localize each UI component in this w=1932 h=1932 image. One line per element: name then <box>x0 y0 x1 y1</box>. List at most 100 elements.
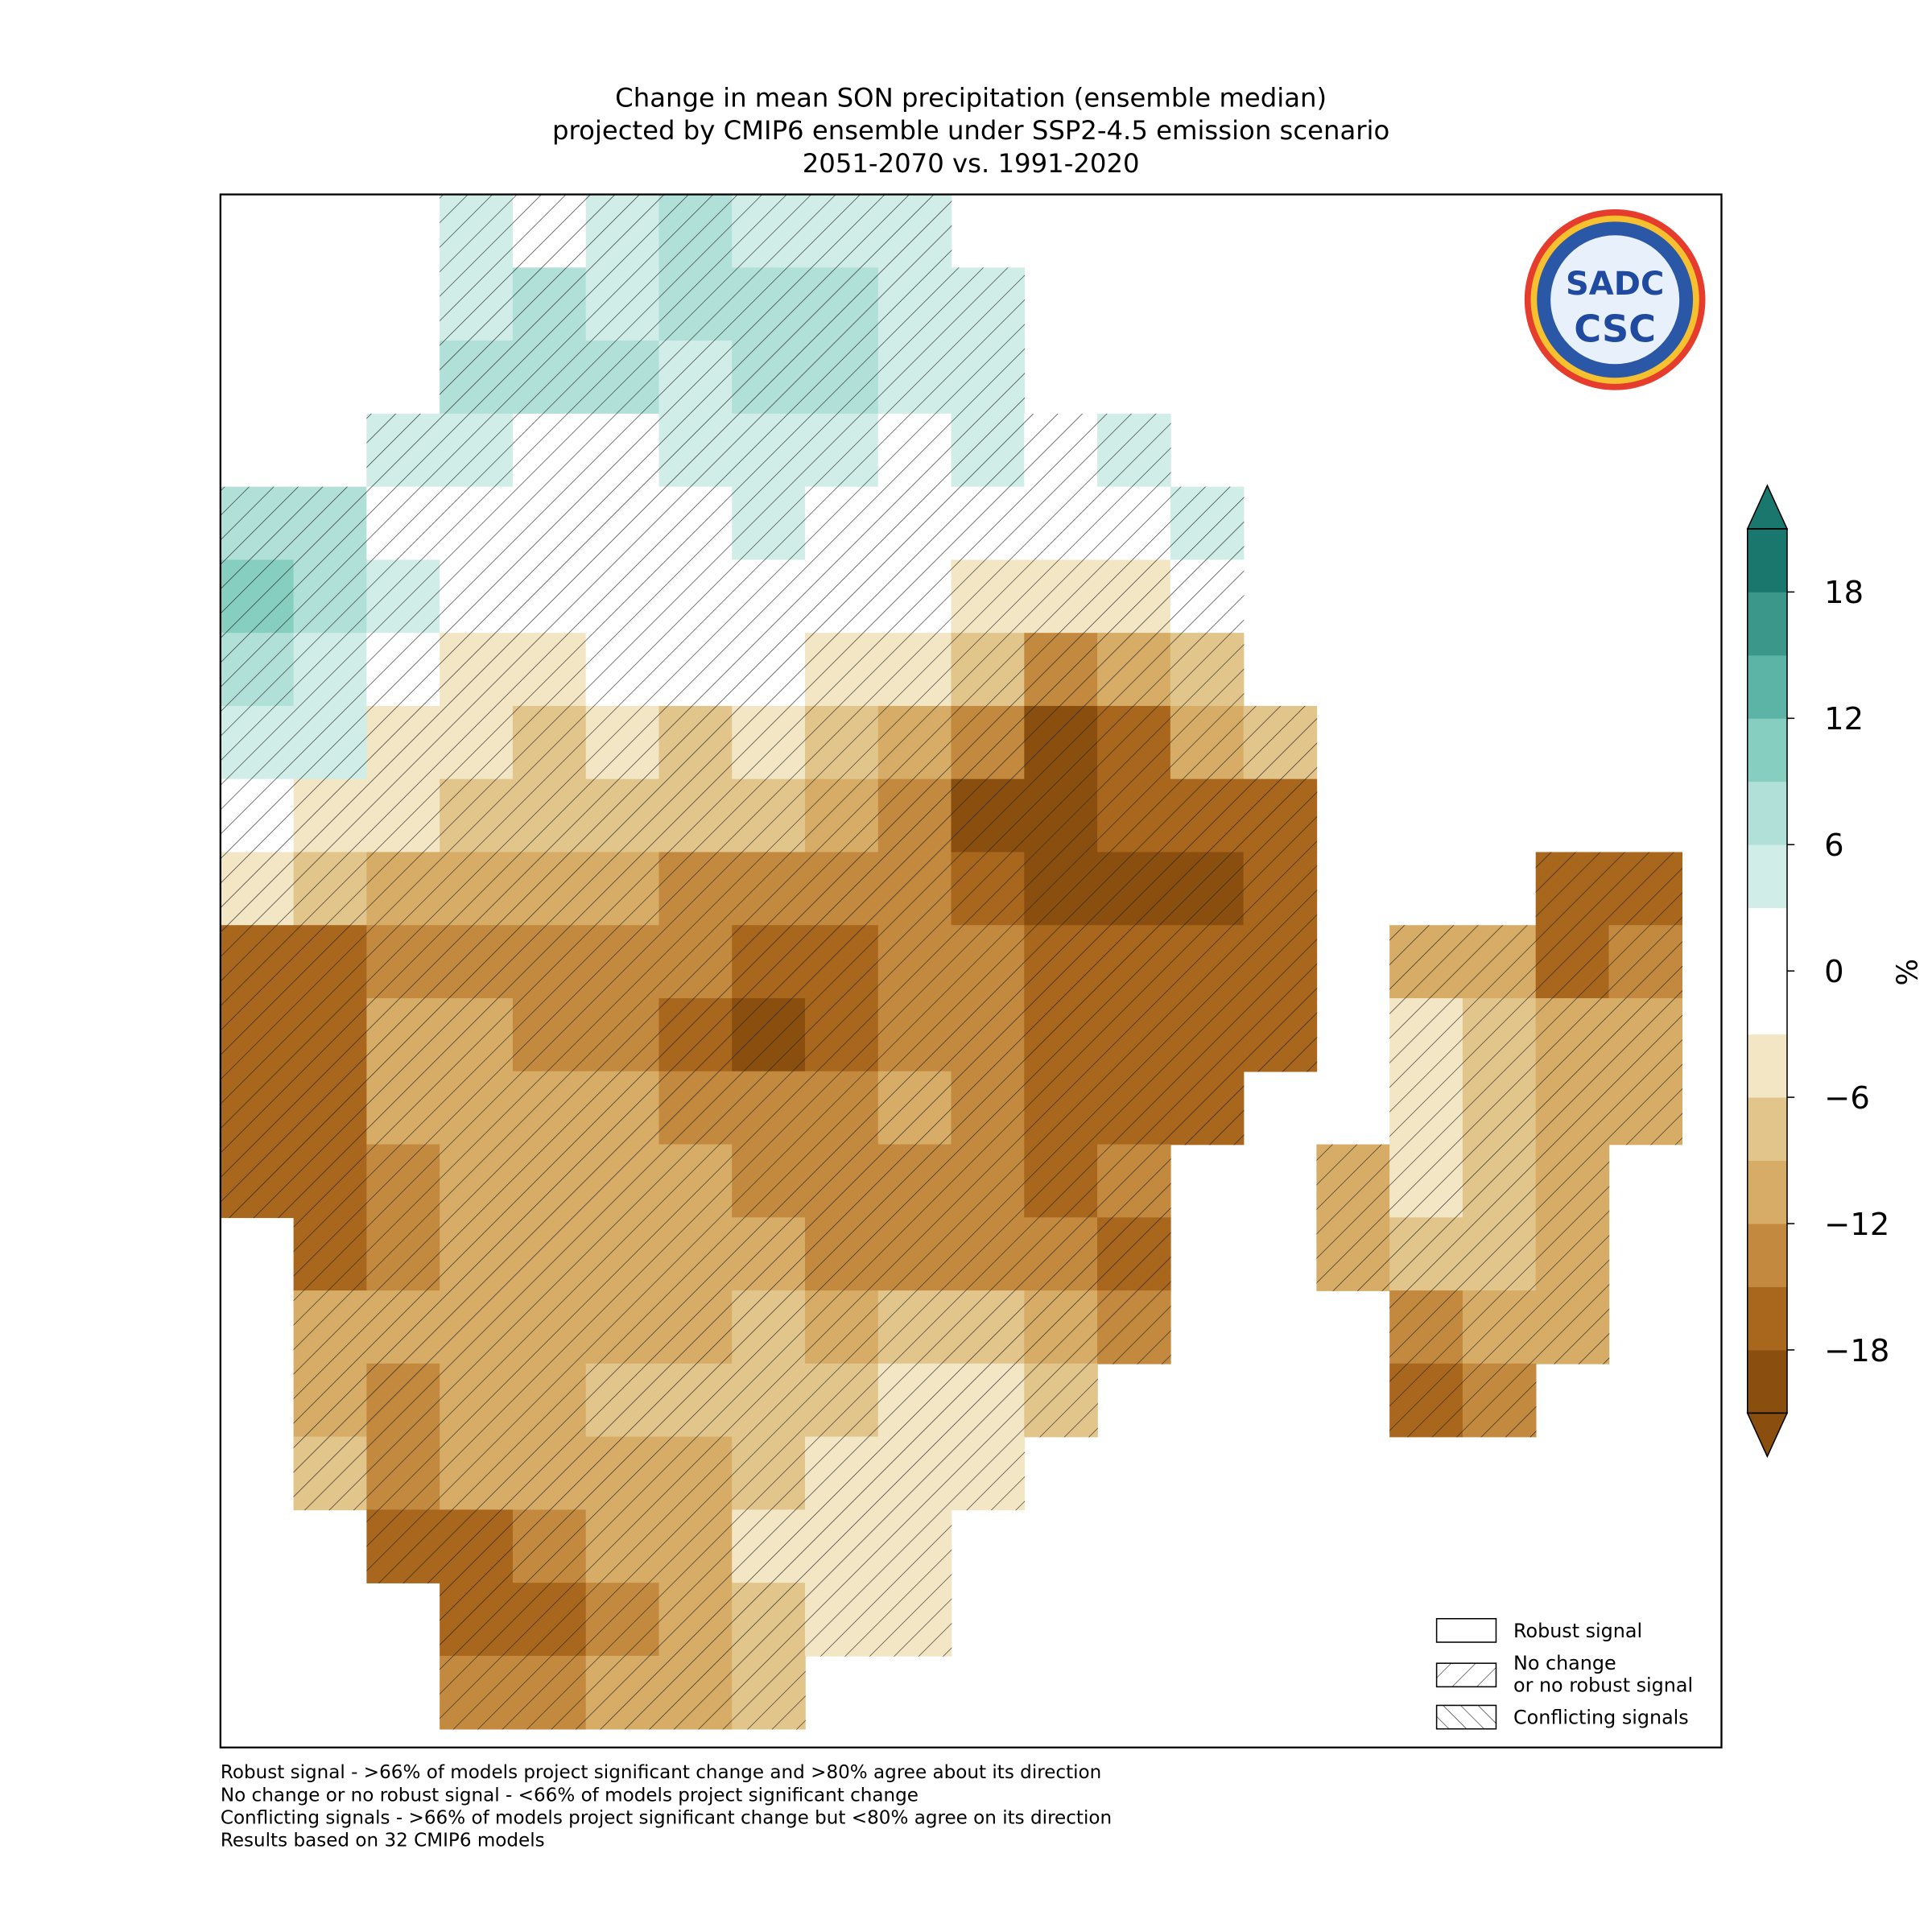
hatch-overlay <box>512 1509 587 1583</box>
hatch-overlay <box>732 1363 806 1438</box>
hatch-overlay <box>293 1363 368 1438</box>
hatch-overlay <box>805 852 879 926</box>
hatch-overlay <box>512 925 587 999</box>
hatch-overlay <box>1462 1290 1537 1364</box>
hatch-overlay <box>877 341 952 415</box>
hatch-overlay <box>1170 486 1245 561</box>
colorbar-segment <box>1747 654 1787 719</box>
hatch-overlay <box>1024 852 1098 926</box>
hatch-overlay <box>732 1436 806 1511</box>
hatch-overlay <box>877 1436 952 1511</box>
colorbar-segment <box>1747 1034 1787 1098</box>
hatch-overlay <box>1389 1144 1463 1219</box>
hatch-overlay <box>732 194 806 269</box>
hatch-overlay <box>1243 705 1318 780</box>
hatch-overlay <box>1462 1363 1537 1438</box>
hatch-overlay <box>805 1071 879 1146</box>
hatch-overlay <box>585 413 660 488</box>
title-group: Change in mean SON precipitation (ensemb… <box>552 82 1389 179</box>
hatch-overlay <box>1535 925 1610 999</box>
hatch-overlay <box>951 1217 1026 1291</box>
hatch-overlay <box>1243 925 1318 999</box>
hatch-overlay <box>293 778 368 853</box>
hatch-overlay <box>220 705 295 780</box>
hatch-overlay <box>951 1071 1026 1146</box>
hatch-overlay <box>512 1583 587 1657</box>
hatch-overlay <box>366 705 440 780</box>
hatch-overlay <box>877 705 952 780</box>
hatch-overlay <box>732 267 806 341</box>
hatch-overlay <box>658 1363 733 1438</box>
hatch-overlay <box>366 852 440 926</box>
hatch-overlay <box>293 998 368 1072</box>
footnote: Conflicting signals - >66% of models pro… <box>221 1808 1112 1829</box>
hatch-overlay <box>1608 852 1682 926</box>
hatch-overlay <box>877 486 952 561</box>
hatch-overlay <box>1608 925 1682 999</box>
hatch-overlay <box>512 341 587 415</box>
hatch-overlay <box>1170 778 1245 853</box>
hatch-overlay <box>366 633 440 707</box>
footnote: No change or no robust signal - <66% of … <box>221 1785 919 1806</box>
hatch-overlay <box>440 778 514 853</box>
hatch-overlay <box>585 1509 660 1583</box>
hatch-overlay <box>951 705 1026 780</box>
hatch-overlay <box>585 1290 660 1364</box>
hatch-overlay <box>805 1290 879 1364</box>
hatch-overlay <box>440 1144 514 1219</box>
hatch-overlay <box>805 633 879 707</box>
hatch-overlay <box>512 486 587 561</box>
hatch-overlay <box>585 1363 660 1438</box>
hatch-overlay <box>1097 852 1171 926</box>
hatch-overlay <box>1024 633 1098 707</box>
hatch-overlay <box>366 925 440 999</box>
hatch-overlay <box>1024 486 1098 561</box>
hatch-overlay <box>805 1509 879 1583</box>
hatch-overlay <box>1389 1217 1463 1291</box>
hatch-overlay <box>1462 1144 1537 1219</box>
chart-title: 2051-2070 vs. 1991-2020 <box>803 148 1140 179</box>
hatch-overlay <box>1389 1290 1463 1364</box>
hatch-overlay <box>293 705 368 780</box>
hatch-overlay <box>585 1436 660 1511</box>
hatch-overlay <box>585 998 660 1072</box>
hatch-overlay <box>585 1144 660 1219</box>
hatch-overlay <box>658 998 733 1072</box>
hatch-overlay <box>366 1363 440 1438</box>
hatch-overlay <box>732 705 806 780</box>
hatch-overlay <box>1024 998 1098 1072</box>
hatch-overlay <box>440 1217 514 1291</box>
hatch-overlay <box>732 633 806 707</box>
hatch-overlay <box>1024 1144 1098 1219</box>
hatch-overlay <box>1024 925 1098 999</box>
hatch-overlay <box>366 778 440 853</box>
hatch-overlay <box>1170 998 1245 1072</box>
colorbar-segment <box>1747 1097 1787 1161</box>
hatch-overlay <box>512 413 587 488</box>
hatch-overlay <box>658 1436 733 1511</box>
hatch-overlay <box>805 194 879 269</box>
hatch-overlay <box>220 852 295 926</box>
colorbar-tick-label: −18 <box>1824 1333 1889 1369</box>
hatch-overlay <box>512 1217 587 1291</box>
colorbar-extend <box>1746 1412 1789 1459</box>
hatch-overlay <box>951 1290 1026 1364</box>
hatch-overlay <box>1024 1071 1098 1146</box>
hatch-overlay <box>951 998 1026 1072</box>
hatch-overlay <box>951 778 1026 853</box>
hatch-overlay <box>877 925 952 999</box>
hatch-overlay <box>1316 1217 1390 1291</box>
hatch-overlay <box>1462 998 1537 1072</box>
hatch-overlay <box>585 1583 660 1657</box>
logo-text: CSC <box>1574 308 1656 351</box>
hatch-overlay <box>1170 925 1245 999</box>
hatch-overlay <box>440 413 514 488</box>
hatch-overlay <box>1316 1144 1390 1219</box>
hatch-overlay <box>732 1583 806 1657</box>
hatch-overlay <box>732 1217 806 1291</box>
hatch-overlay <box>951 486 1026 561</box>
hatch-overlay <box>805 925 879 999</box>
hatch-overlay <box>1024 778 1098 853</box>
hatch-overlay <box>805 267 879 341</box>
